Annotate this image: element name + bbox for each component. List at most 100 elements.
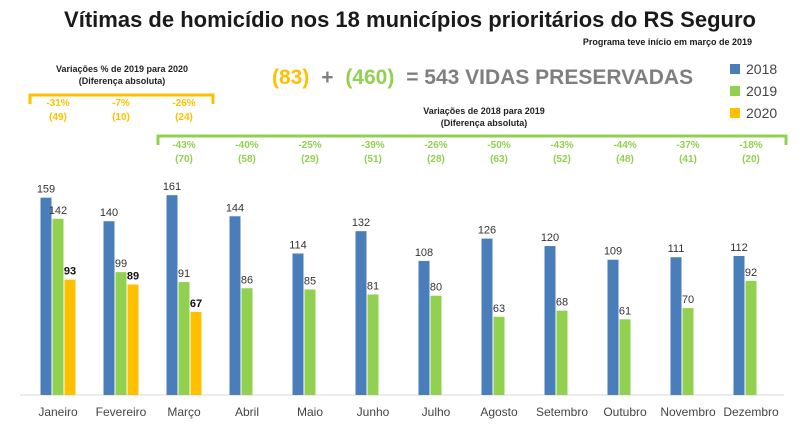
value-label-2018-novembro: 111: [668, 243, 685, 255]
headline-rest: = 543 VIDAS PRESERVADAS: [406, 66, 693, 89]
annot-2020-bracket: [28, 93, 215, 104]
value-label-2018-setembro: 120: [541, 232, 559, 244]
annot-2019-header-line1: Variações de 2018 para 2019: [423, 106, 545, 116]
annot-2019-pct-maio: -25%: [298, 140, 321, 151]
annot-2019-abs-setembro: (52): [553, 154, 571, 165]
annot-2019-pct-agosto: -50%: [487, 140, 510, 151]
x-tick-setembro: Setembro: [536, 405, 588, 419]
bar-2018-junho: [355, 231, 367, 395]
value-label-2018-fevereiro: 140: [100, 207, 118, 219]
value-label-2018-abril: 144: [226, 202, 244, 214]
bar-2019-julho: [430, 295, 442, 395]
bars-group: [40, 195, 757, 395]
value-label-2019-junho: 81: [367, 280, 379, 292]
value-label-2019-dezembro: 92: [745, 267, 757, 279]
bar-2019-outubro: [619, 319, 631, 395]
annot-2019-pct-abril: -40%: [235, 140, 258, 151]
value-label-2019-maio: 85: [304, 276, 316, 288]
bar-2019-dezembro: [745, 280, 757, 395]
x-tick-novembro: Novembro: [660, 405, 716, 419]
x-tick-dezembro: Dezembro: [723, 405, 779, 419]
annot-2019-abs-abril: (58): [238, 154, 256, 165]
bar-2019-janeiro: [52, 218, 64, 395]
value-label-2018-agosto: 126: [478, 225, 496, 237]
annot-2019-pct-junho: -39%: [361, 140, 384, 151]
legend-label-2018: 2018: [746, 61, 777, 77]
value-label-2018-marco: 161: [163, 181, 181, 193]
bar-2018-marco: [166, 195, 178, 395]
x-tick-fevereiro: Fevereiro: [96, 405, 147, 419]
headline-part2: (460): [345, 66, 394, 89]
x-tick-julho: Julho: [422, 405, 451, 419]
legend-swatch-2018: [730, 64, 740, 74]
value-label-2019-setembro: 68: [556, 297, 568, 309]
value-label-2018-julho: 108: [415, 247, 433, 259]
bar-2018-dezembro: [733, 255, 745, 395]
value-label-2020-fevereiro: 89: [127, 271, 139, 283]
legend-swatch-2020: [730, 108, 740, 118]
value-label-2018-janeiro: 159: [37, 184, 55, 196]
value-label-2019-janeiro: 142: [49, 205, 67, 217]
bar-2020-janeiro: [64, 279, 76, 395]
annot-2020-abs-janeiro: (49): [49, 112, 67, 123]
x-tick-maio: Maio: [297, 405, 323, 419]
x-tick-abril: Abril: [235, 405, 259, 419]
bar-2019-fevereiro: [115, 272, 127, 395]
annot-2020-pct-janeiro: -31%: [46, 98, 69, 109]
legend-label-2019: 2019: [746, 83, 777, 99]
bar-2018-fevereiro: [103, 221, 115, 395]
legend-swatch-2019: [730, 86, 740, 96]
bar-2020-marco: [190, 311, 202, 395]
bar-2019-junho: [367, 294, 379, 395]
value-label-2019-abril: 86: [241, 274, 253, 286]
bar-2018-outubro: [607, 259, 619, 395]
value-label-2020-janeiro: 93: [64, 266, 76, 278]
x-tick-outubro: Outubro: [603, 405, 647, 419]
bar-2018-abril: [229, 216, 241, 395]
annot-2020-header-line1: Variações % de 2019 para 2020: [56, 64, 188, 74]
annot-2019-abs-novembro: (41): [679, 154, 697, 165]
annot-2019-abs-marco: (70): [175, 154, 193, 165]
annot-2019-pct-outubro: -44%: [613, 140, 636, 151]
x-tick-agosto: Agosto: [480, 405, 518, 419]
x-tick-junho: Junho: [357, 405, 390, 419]
annot-2019-pct-julho: -26%: [424, 140, 447, 151]
value-label-2018-junho: 132: [352, 217, 370, 229]
bar-2019-abril: [241, 288, 253, 395]
bar-2019-novembro: [682, 308, 694, 395]
annot-2019-pct-marco: -43%: [172, 140, 195, 151]
value-label-2018-outubro: 109: [604, 246, 622, 258]
bar-2019-maio: [304, 289, 316, 395]
annot-2020-abs-marco: (24): [175, 112, 193, 123]
chart-title: Vítimas de homicídio nos 18 municípios p…: [64, 7, 756, 32]
annot-2020-header-line2: (Diferença absoluta): [79, 76, 166, 86]
value-label-2020-marco: 67: [190, 298, 202, 310]
annot-2019-abs-dezembro: (20): [742, 154, 760, 165]
annot-2019-abs-outubro: (48): [616, 154, 634, 165]
value-label-2019-fevereiro: 99: [115, 258, 127, 270]
annot-2019-abs-julho: (28): [427, 154, 445, 165]
annot-2020-pct-marco: -26%: [172, 98, 195, 109]
value-label-2019-novembro: 70: [682, 294, 694, 306]
chart-subtitle: Programa teve início em março de 2019: [583, 37, 752, 47]
bar-2019-agosto: [493, 316, 505, 395]
annot-2019-pct-dezembro: -18%: [739, 140, 762, 151]
headline-plus: +: [321, 66, 333, 89]
bar-2018-julho: [418, 260, 430, 395]
bar-2018-janeiro: [40, 197, 52, 395]
annot-2020-abs-fevereiro: (10): [112, 112, 130, 123]
annot-2019-pct-setembro: -43%: [550, 140, 573, 151]
value-label-2019-julho: 80: [430, 282, 442, 294]
bar-2019-marco: [178, 282, 190, 395]
legend: 2018 2019 2020: [730, 61, 777, 121]
bar-2020-fevereiro: [127, 284, 139, 395]
annot-2019-abs-agosto: (63): [490, 154, 508, 165]
bar-2018-agosto: [481, 238, 493, 395]
bar-2018-maio: [292, 253, 304, 395]
headline-part1: (83): [272, 66, 309, 89]
value-label-2018-maio: 114: [289, 240, 307, 252]
legend-label-2020: 2020: [746, 105, 777, 121]
x-tick-janeiro: Janeiro: [38, 405, 78, 419]
